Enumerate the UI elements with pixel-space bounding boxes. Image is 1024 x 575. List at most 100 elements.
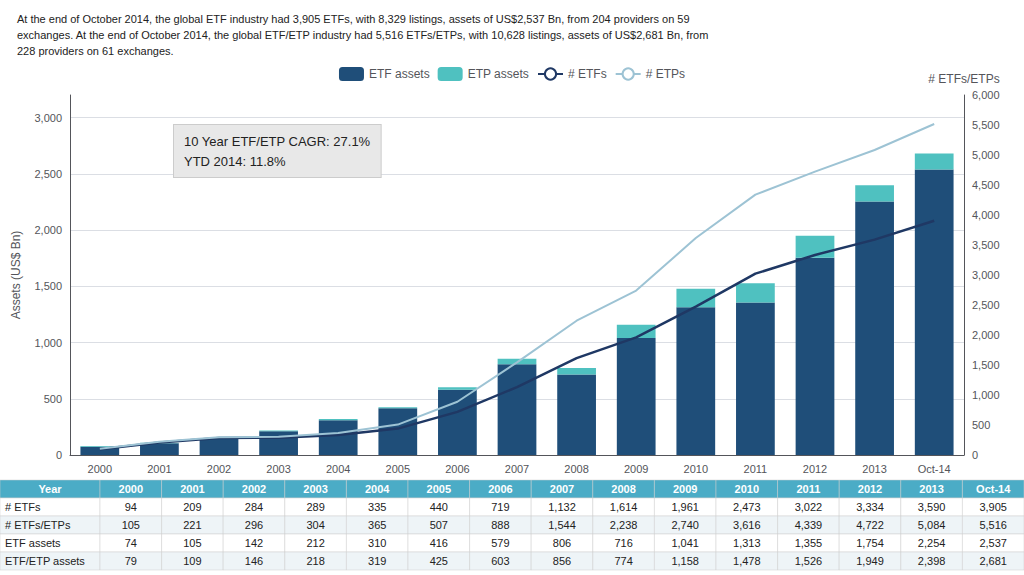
svg-text:2,740: 2,740	[671, 519, 699, 531]
svg-text:1,754: 1,754	[856, 537, 884, 549]
svg-text:2,398: 2,398	[918, 555, 946, 567]
svg-text:4,722: 4,722	[856, 519, 884, 531]
svg-text:2006: 2006	[488, 483, 512, 495]
svg-text:2002: 2002	[242, 483, 266, 495]
svg-text:2009: 2009	[624, 463, 648, 475]
svg-text:774: 774	[614, 555, 632, 567]
svg-text:1,313: 1,313	[733, 537, 761, 549]
svg-text:2,500: 2,500	[34, 168, 62, 180]
svg-text:218: 218	[306, 555, 324, 567]
svg-text:284: 284	[245, 501, 263, 513]
svg-text:1,355: 1,355	[795, 537, 823, 549]
svg-text:4,500: 4,500	[972, 179, 1000, 191]
svg-text:Year: Year	[38, 483, 62, 495]
svg-text:719: 719	[491, 501, 509, 513]
svg-text:2011: 2011	[796, 483, 820, 495]
svg-text:2013: 2013	[862, 463, 886, 475]
svg-text:4,339: 4,339	[795, 519, 823, 531]
svg-text:6,000: 6,000	[972, 89, 1000, 101]
svg-text:806: 806	[553, 537, 571, 549]
svg-text:2004: 2004	[326, 463, 350, 475]
svg-text:1,614: 1,614	[610, 501, 638, 513]
svg-text:0: 0	[56, 449, 62, 461]
svg-text:2,254: 2,254	[918, 537, 946, 549]
svg-text:1,544: 1,544	[548, 519, 576, 531]
svg-text:Oct-14: Oct-14	[918, 463, 951, 475]
svg-text:142: 142	[245, 537, 263, 549]
svg-text:ETF assets: ETF assets	[369, 67, 430, 81]
svg-text:Oct-14: Oct-14	[976, 483, 1011, 495]
svg-text:2003: 2003	[266, 463, 290, 475]
svg-text:2012: 2012	[803, 463, 827, 475]
svg-text:2,500: 2,500	[972, 299, 1000, 311]
svg-text:603: 603	[491, 555, 509, 567]
svg-text:1,478: 1,478	[733, 555, 761, 567]
svg-text:2007: 2007	[505, 463, 529, 475]
svg-text:2,681: 2,681	[979, 555, 1007, 567]
svg-text:2,000: 2,000	[972, 329, 1000, 341]
svg-text:1,500: 1,500	[972, 359, 1000, 371]
svg-text:4,000: 4,000	[972, 209, 1000, 221]
svg-text:2005: 2005	[427, 483, 451, 495]
svg-text:425: 425	[430, 555, 448, 567]
svg-text:# ETFs/ETPs: # ETFs/ETPs	[5, 519, 71, 531]
svg-text:5,000: 5,000	[972, 149, 1000, 161]
svg-text:3,334: 3,334	[856, 501, 884, 513]
svg-text:5,084: 5,084	[918, 519, 946, 531]
svg-text:1,158: 1,158	[671, 555, 699, 567]
svg-text:2012: 2012	[858, 483, 882, 495]
svg-text:1,949: 1,949	[856, 555, 884, 567]
svg-text:2004: 2004	[365, 483, 390, 495]
svg-text:440: 440	[430, 501, 448, 513]
svg-text:1,500: 1,500	[34, 280, 62, 292]
svg-text:2001: 2001	[180, 483, 204, 495]
svg-text:2007: 2007	[550, 483, 574, 495]
svg-text:ETP assets: ETP assets	[468, 67, 529, 81]
svg-text:500: 500	[44, 393, 62, 405]
svg-text:Assets (US$ Bn): Assets (US$ Bn)	[9, 231, 23, 320]
svg-text:3,590: 3,590	[918, 501, 946, 513]
svg-text:212: 212	[306, 537, 324, 549]
svg-text:1,961: 1,961	[671, 501, 699, 513]
svg-text:1,041: 1,041	[671, 537, 699, 549]
svg-text:3,000: 3,000	[34, 112, 62, 124]
svg-text:856: 856	[553, 555, 571, 567]
svg-text:2,473: 2,473	[733, 501, 761, 513]
svg-text:2006: 2006	[445, 463, 469, 475]
svg-text:exchanges. At the end of Octob: exchanges. At the end of October 2014, t…	[17, 29, 708, 41]
svg-text:1,526: 1,526	[795, 555, 823, 567]
svg-text:2005: 2005	[386, 463, 410, 475]
svg-text:YTD 2014: 11.8%: YTD 2014: 11.8%	[184, 154, 286, 169]
svg-text:# ETFs: # ETFs	[5, 501, 41, 513]
svg-text:2013: 2013	[919, 483, 943, 495]
svg-text:221: 221	[183, 519, 201, 531]
svg-text:2001: 2001	[147, 463, 171, 475]
svg-text:2003: 2003	[303, 483, 327, 495]
svg-text:209: 209	[183, 501, 201, 513]
svg-text:1,132: 1,132	[548, 501, 576, 513]
svg-text:416: 416	[430, 537, 448, 549]
svg-text:2,238: 2,238	[610, 519, 638, 531]
svg-text:0: 0	[972, 449, 978, 461]
svg-text:304: 304	[306, 519, 324, 531]
svg-text:2,000: 2,000	[34, 224, 62, 236]
svg-text:296: 296	[245, 519, 263, 531]
svg-text:2000: 2000	[88, 463, 112, 475]
svg-text:79: 79	[125, 555, 137, 567]
svg-text:507: 507	[430, 519, 448, 531]
svg-text:1,000: 1,000	[34, 337, 62, 349]
svg-text:3,500: 3,500	[972, 239, 1000, 251]
svg-text:228 providers on 61 exchanges.: 228 providers on 61 exchanges.	[17, 45, 174, 57]
svg-text:2000: 2000	[119, 483, 143, 495]
svg-text:5,516: 5,516	[979, 519, 1007, 531]
svg-text:2010: 2010	[735, 483, 759, 495]
svg-text:At the end of October 2014, th: At the end of October 2014, the global E…	[17, 13, 690, 25]
svg-text:10 Year ETF/ETP CAGR: 27.1%: 10 Year ETF/ETP CAGR: 27.1%	[184, 134, 371, 149]
svg-text:289: 289	[306, 501, 324, 513]
svg-text:# ETPs: # ETPs	[646, 67, 685, 81]
svg-text:579: 579	[491, 537, 509, 549]
svg-text:2008: 2008	[611, 483, 635, 495]
svg-text:146: 146	[245, 555, 263, 567]
svg-text:ETF assets: ETF assets	[5, 537, 61, 549]
svg-text:3,000: 3,000	[972, 269, 1000, 281]
